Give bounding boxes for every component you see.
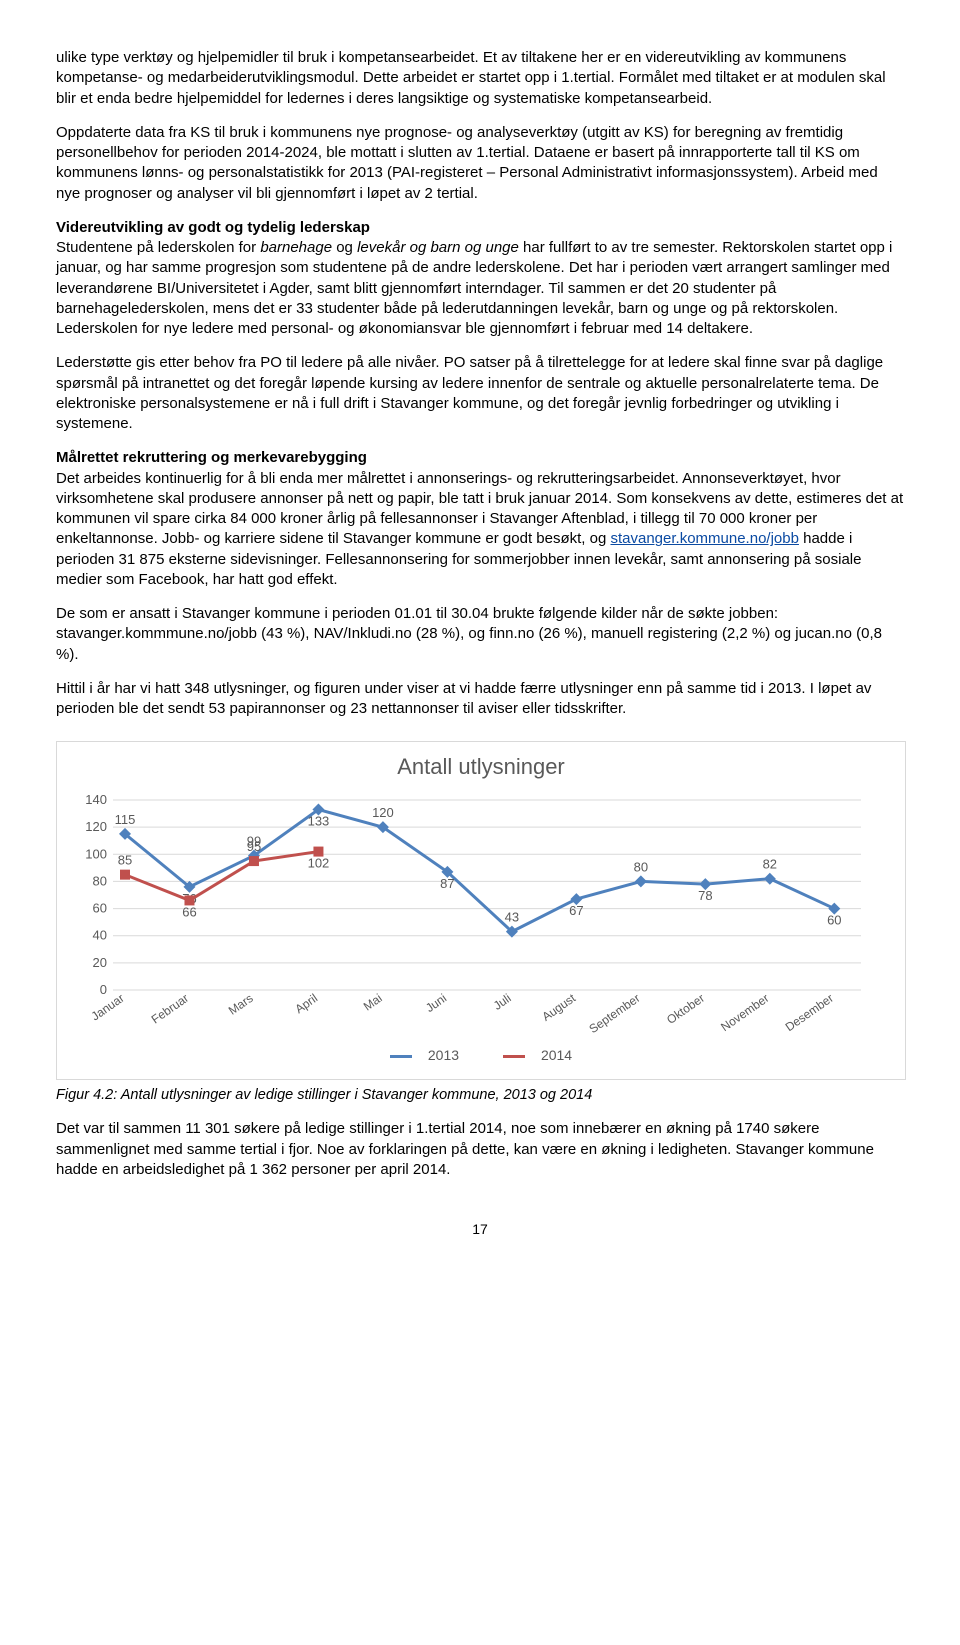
svg-text:Oktober: Oktober <box>664 991 707 1027</box>
svg-text:80: 80 <box>93 873 107 888</box>
chart-svg: 0 20 40 60 80 100 120 140 Januar Februar Mars April… <box>71 790 871 1040</box>
paragraph-8: Det var til sammen 11 301 søkere på ledi… <box>56 1119 904 1180</box>
svg-text:40: 40 <box>93 928 107 943</box>
heading-recruit: Målrettet rekruttering og merkevarebyggi… <box>56 449 367 466</box>
svg-text:November: November <box>718 991 771 1034</box>
svg-text:0: 0 <box>100 982 107 997</box>
svg-text:Juni: Juni <box>423 991 449 1015</box>
legend-2014-label: 2014 <box>541 1047 572 1063</box>
svg-text:April: April <box>292 991 320 1016</box>
svg-text:20: 20 <box>93 955 107 970</box>
p3c: og <box>332 239 357 256</box>
svg-text:60: 60 <box>827 913 841 928</box>
paragraph-1: ulike type verktøy og hjelpemidler til b… <box>56 48 904 109</box>
svg-text:Desember: Desember <box>783 991 836 1034</box>
svg-text:Januar: Januar <box>89 991 127 1024</box>
svg-text:67: 67 <box>569 903 583 918</box>
figure-caption: Figur 4.2: Antall utlysninger av ledige … <box>56 1086 904 1106</box>
legend-2014: 2014 <box>493 1047 582 1063</box>
svg-text:Februar: Februar <box>149 991 191 1027</box>
paragraph-recruit: Målrettet rekruttering og merkevarebyggi… <box>56 448 904 590</box>
chart-container: Antall utlysninger 0 20 40 60 80 100 120 140 Jan… <box>56 741 906 1080</box>
page-number: 17 <box>56 1220 904 1239</box>
svg-text:Juli: Juli <box>491 991 514 1013</box>
svg-text:85: 85 <box>118 853 132 868</box>
chart-title: Antall utlysninger <box>71 752 891 782</box>
svg-text:95: 95 <box>247 839 261 854</box>
svg-text:140: 140 <box>85 792 107 807</box>
svg-text:78: 78 <box>698 888 712 903</box>
svg-text:120: 120 <box>85 819 107 834</box>
svg-text:43: 43 <box>505 910 519 925</box>
svg-text:September: September <box>586 991 642 1036</box>
paragraph-2: Oppdaterte data fra KS til bruk i kommun… <box>56 123 904 204</box>
svg-text:66: 66 <box>182 904 196 919</box>
paragraph-4: Lederstøtte gis etter behov fra PO til l… <box>56 353 904 434</box>
link-jobb[interactable]: stavanger.kommune.no/jobb <box>610 530 798 547</box>
svg-text:80: 80 <box>634 859 648 874</box>
paragraph-7: Hittil i år har vi hatt 348 utlysninger,… <box>56 679 904 720</box>
svg-text:102: 102 <box>308 856 330 871</box>
p3a: Studentene på lederskolen for <box>56 239 260 256</box>
svg-text:100: 100 <box>85 846 107 861</box>
heading-leadership: Videreutvikling av godt og tydelig leder… <box>56 219 370 236</box>
paragraph-6: De som er ansatt i Stavanger kommune i p… <box>56 604 904 665</box>
chart-legend: 2013 2014 <box>71 1046 891 1065</box>
p3b: barnehage <box>260 239 332 256</box>
svg-text:115: 115 <box>115 812 136 827</box>
svg-text:87: 87 <box>440 876 454 891</box>
svg-text:Mars: Mars <box>226 991 256 1018</box>
legend-2013-label: 2013 <box>428 1047 459 1063</box>
svg-text:82: 82 <box>763 857 777 872</box>
paragraph-leadership: Videreutvikling av godt og tydelig leder… <box>56 218 904 340</box>
p3d: levekår og barn og unge <box>357 239 519 256</box>
svg-text:August: August <box>539 991 578 1024</box>
svg-text:Mai: Mai <box>361 991 385 1014</box>
legend-2013: 2013 <box>380 1047 473 1063</box>
svg-text:133: 133 <box>308 813 330 828</box>
svg-text:60: 60 <box>93 901 107 916</box>
svg-text:120: 120 <box>372 805 394 820</box>
